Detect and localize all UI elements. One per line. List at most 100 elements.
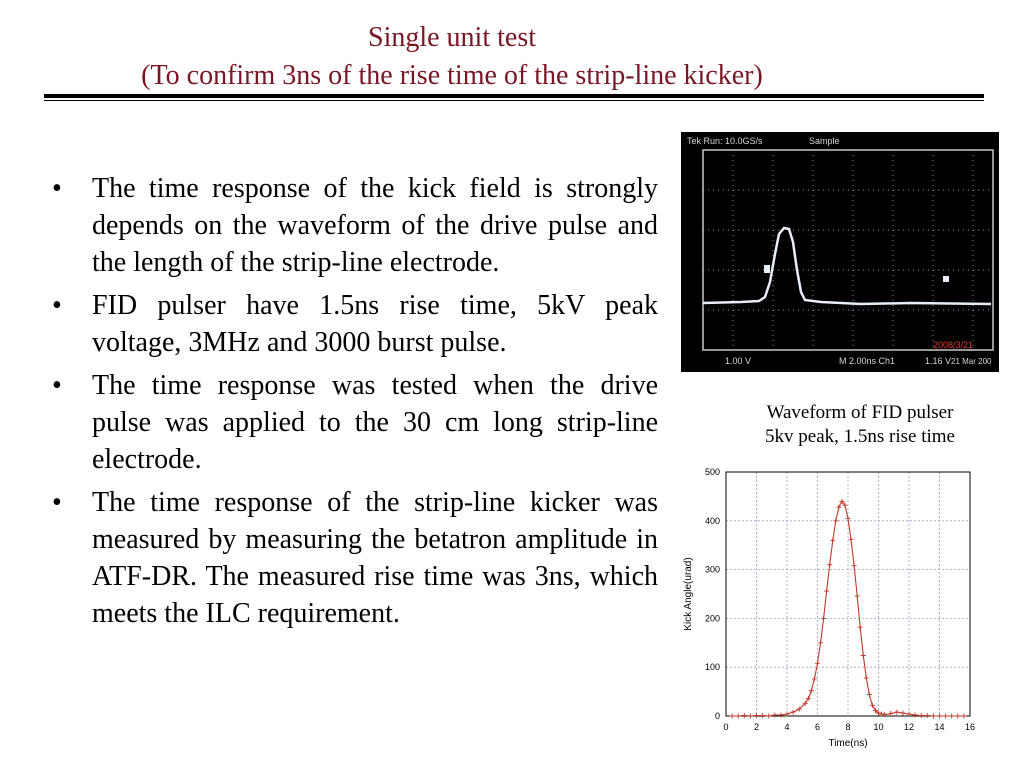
kick-angle-plot: 0 2 4 6 8 10 12 14 16 0 100 200 300 400 500 Time(ns) Kic… — [683, 467, 975, 749]
data-point — [839, 498, 845, 504]
x-tick-label: 8 — [845, 722, 850, 732]
data-point — [824, 588, 830, 594]
bullet-text: The time response of the strip-line kick… — [92, 487, 658, 629]
data-point — [924, 713, 930, 719]
data-point — [879, 711, 885, 717]
bullet-dot: • — [52, 487, 62, 518]
waveform-caption: Waveform of FID pulser — [766, 402, 954, 423]
page-title: Single unit test — [368, 22, 536, 53]
data-point — [729, 713, 735, 719]
data-point — [815, 660, 820, 666]
data-point — [857, 624, 863, 630]
data-point — [900, 710, 906, 716]
data-point — [811, 676, 817, 682]
scope-grid — [703, 150, 991, 350]
scope-trigger: 1.16 V — [925, 356, 951, 366]
scope-mode: Sample — [809, 136, 840, 146]
bullet-text: FID pulser have 1.5ns rise time, 5kV pea… — [92, 290, 658, 358]
data-point — [876, 710, 881, 716]
scope-timebase: M 2.00ns Ch1 — [839, 356, 895, 366]
bullet-item: • FID pulser have 1.5ns rise time, 5kV pe… — [52, 287, 658, 361]
y-tick-label: 300 — [705, 565, 720, 575]
scope-trace — [702, 226, 992, 306]
scope-frame — [702, 149, 994, 351]
series-line — [732, 500, 964, 717]
data-point — [760, 713, 766, 719]
data-point — [778, 712, 784, 718]
title-divider-thick — [44, 94, 984, 98]
bullet-dot: • — [52, 370, 62, 401]
data-point — [845, 515, 851, 521]
x-tick-label: 16 — [965, 722, 975, 732]
data-point — [741, 713, 747, 719]
oscilloscope-photo: Tek Run: 10.0GS/s Sample 1.00 V M 2.00ns… — [681, 132, 999, 372]
data-point — [872, 708, 878, 714]
data-point — [918, 713, 924, 719]
data-point — [842, 502, 848, 508]
data-point — [772, 712, 778, 718]
data-point — [836, 504, 842, 510]
data-point — [790, 709, 796, 715]
y-tick-label: 100 — [705, 662, 720, 672]
data-point — [821, 615, 827, 621]
ref-marker — [943, 276, 949, 282]
y-tick-label: 500 — [705, 467, 720, 477]
data-point — [906, 711, 912, 717]
data-point — [955, 713, 961, 719]
data-point — [961, 713, 967, 719]
bullet-dot: • — [52, 173, 62, 204]
x-tick-label: 12 — [904, 722, 914, 732]
bullet-dot: • — [52, 290, 62, 321]
data-point — [930, 713, 936, 719]
x-tick-label: 10 — [873, 722, 883, 732]
y-tick-label: 200 — [705, 613, 720, 623]
scope-date-short: 21 Mar 200 — [951, 357, 992, 366]
data-point — [735, 713, 741, 719]
data-point — [796, 706, 802, 712]
data-point — [949, 713, 955, 719]
data-point — [766, 713, 772, 719]
x-tick-label: 6 — [815, 722, 820, 732]
scope-status: Tek Run: 10.0GS/s — [687, 136, 763, 146]
data-point — [827, 562, 833, 568]
data-point — [833, 518, 839, 524]
data-point — [860, 652, 866, 658]
data-point — [808, 688, 814, 694]
kick-angle-chart: 0 2 4 6 8 10 12 14 16 0 100 200 300 400 500 Time(ns) Kic… — [676, 458, 982, 758]
data-point — [754, 713, 759, 719]
waveform-caption-detail: 5kv peak, 1.5ns rise time — [765, 426, 955, 447]
bullet-item: • The time response of the kick field is … — [52, 170, 658, 281]
page-subtitle: (To confirm 3ns of the rise time of the … — [141, 60, 763, 91]
y-tick-label: 0 — [715, 711, 720, 721]
bullet-text: The time response was tested when the dr… — [92, 370, 658, 475]
data-point — [818, 640, 824, 646]
data-point — [894, 709, 900, 715]
data-point — [943, 713, 949, 719]
plot-frame — [725, 471, 971, 717]
data-point — [888, 711, 894, 717]
x-tick-label: 4 — [784, 722, 789, 732]
bullet-text: The time response of the kick field is s… — [92, 173, 658, 278]
x-tick-label: 14 — [934, 722, 944, 732]
data-point — [848, 536, 854, 542]
trigger-marker — [764, 265, 770, 273]
data-point — [937, 713, 942, 719]
data-point — [851, 563, 857, 569]
data-point — [882, 712, 888, 718]
bullet-item: • The time response was tested when the d… — [52, 367, 658, 478]
data-point — [784, 711, 790, 717]
data-point — [802, 700, 808, 706]
x-tick-label: 0 — [723, 722, 728, 732]
y-axis-label: Kick Angle(urad) — [683, 557, 694, 630]
bullet-item: • The time response of the strip-line kic… — [52, 484, 658, 632]
title-divider-thin — [44, 100, 984, 101]
data-point — [830, 537, 836, 543]
x-tick-label: 2 — [754, 722, 759, 732]
data-point — [912, 712, 918, 718]
y-tick-label: 400 — [705, 516, 720, 526]
data-point — [805, 695, 811, 701]
data-point — [863, 675, 869, 681]
data-point — [866, 692, 872, 698]
data-point — [869, 702, 875, 708]
data-point — [747, 713, 753, 719]
